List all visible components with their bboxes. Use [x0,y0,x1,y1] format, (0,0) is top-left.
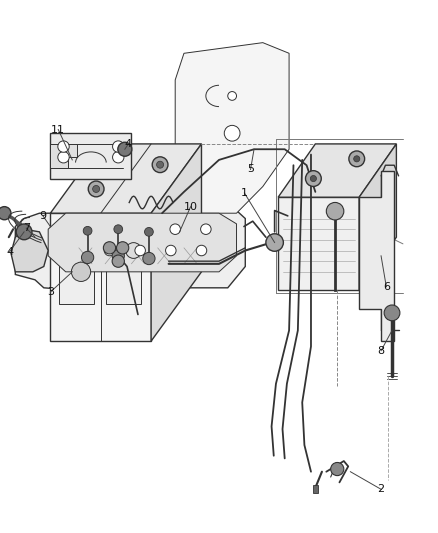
Text: 6: 6 [383,282,390,292]
Circle shape [170,224,180,235]
Circle shape [354,156,360,162]
Circle shape [103,241,116,254]
Circle shape [384,305,400,321]
Circle shape [0,207,11,220]
Circle shape [157,161,164,168]
Circle shape [88,181,104,197]
Circle shape [349,151,364,167]
Circle shape [81,251,94,264]
Text: 8: 8 [378,346,385,356]
Polygon shape [50,213,151,341]
Circle shape [93,185,100,192]
Circle shape [104,245,115,256]
Circle shape [118,142,132,156]
Circle shape [112,249,124,262]
Polygon shape [151,144,201,341]
Circle shape [143,252,155,265]
Circle shape [201,224,211,235]
Polygon shape [48,213,237,272]
Circle shape [310,175,316,182]
Text: 3: 3 [47,287,54,297]
Circle shape [113,151,124,163]
Circle shape [58,151,69,163]
Circle shape [326,203,344,220]
Circle shape [71,262,91,281]
Circle shape [224,125,240,141]
Polygon shape [106,251,141,304]
Text: 11: 11 [51,125,65,134]
Circle shape [113,141,124,152]
Circle shape [58,141,69,152]
Polygon shape [278,144,396,197]
Polygon shape [278,197,359,290]
Circle shape [196,245,207,256]
Text: 7: 7 [23,223,30,233]
Circle shape [112,255,124,268]
Circle shape [228,92,237,100]
Circle shape [331,463,344,475]
Circle shape [266,234,283,251]
Polygon shape [50,133,131,179]
Polygon shape [359,171,394,341]
Circle shape [152,157,168,173]
Polygon shape [50,144,77,168]
Circle shape [166,245,176,256]
Text: 2: 2 [378,484,385,494]
Polygon shape [15,203,245,290]
Text: 9: 9 [39,211,46,221]
Circle shape [114,225,123,233]
Circle shape [145,228,153,236]
Polygon shape [313,485,318,493]
Circle shape [305,171,321,187]
Polygon shape [50,144,201,213]
Polygon shape [64,143,95,175]
Polygon shape [59,251,94,304]
Text: 4: 4 [6,247,13,256]
Text: 5: 5 [247,165,254,174]
Text: 1: 1 [241,188,248,198]
Text: 10: 10 [184,202,198,212]
Text: 4: 4 [125,139,132,149]
Polygon shape [11,229,48,272]
Circle shape [135,245,145,256]
Circle shape [117,241,129,254]
Polygon shape [175,43,289,213]
Circle shape [16,224,32,240]
Circle shape [83,227,92,235]
Polygon shape [359,144,396,290]
Circle shape [126,243,141,259]
